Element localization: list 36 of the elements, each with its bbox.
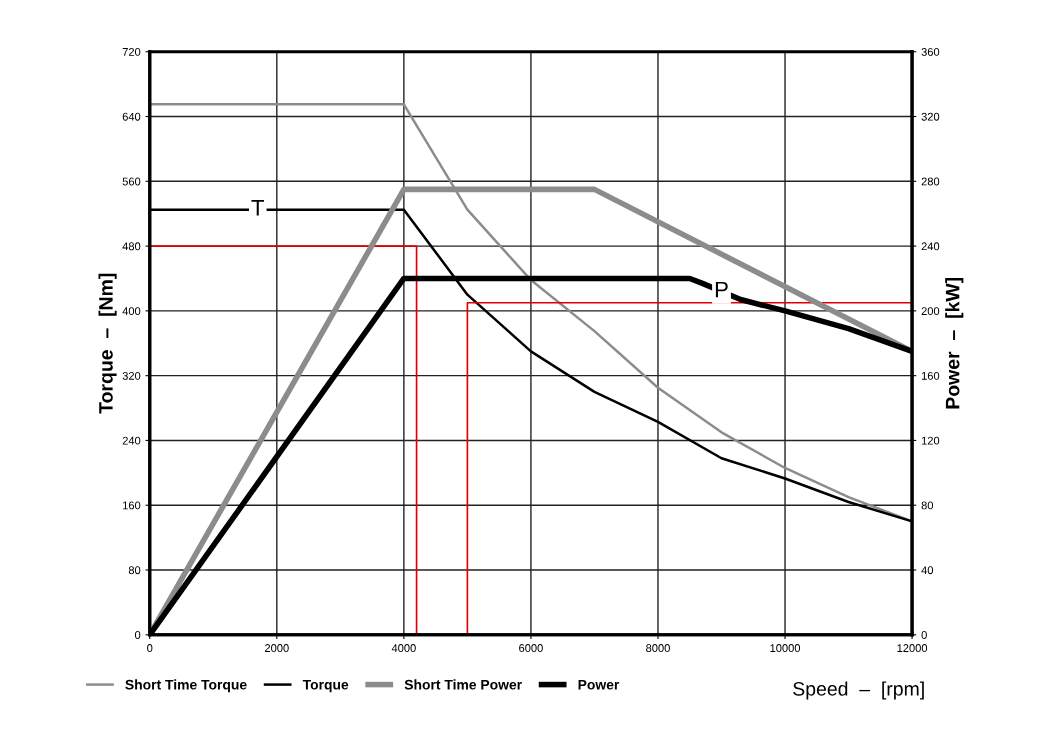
x-tick-label: 10000 — [770, 644, 801, 652]
x-tick-label: 6000 — [519, 644, 543, 652]
x-tick-label: 4000 — [391, 644, 416, 652]
y-tick-label: 720 — [122, 48, 141, 56]
y2-tick-label: 80 — [921, 501, 934, 510]
y-tick-label: 0 — [134, 631, 141, 639]
y2-tick-label: 0 — [921, 631, 927, 639]
x-tick-label: 0 — [147, 644, 153, 652]
y-tick-label: 400 — [122, 307, 141, 316]
y2-tick-label: 280 — [921, 177, 940, 186]
y2-tick-label: 360 — [921, 48, 940, 56]
annotation: P — [715, 281, 728, 298]
y-tick-label: 480 — [122, 242, 141, 251]
y2-axis-title: Power – [kW] — [945, 277, 964, 409]
legend-label: Short Time Torque — [125, 679, 247, 693]
y2-tick-label: 120 — [921, 436, 940, 445]
x-axis-title: Speed – [rpm] — [793, 681, 924, 700]
legend-label: Short Time Power — [404, 679, 522, 690]
x-tick-label: 8000 — [646, 644, 670, 652]
y-tick-label: 240 — [122, 436, 141, 445]
y2-tick-label: 160 — [921, 371, 940, 380]
x-tick-label: 2000 — [265, 644, 289, 652]
y2-tick-label: 240 — [921, 242, 940, 251]
y2-tick-label: 200 — [921, 307, 940, 316]
y2-tick-label: 40 — [921, 566, 934, 575]
y-tick-label: 80 — [128, 566, 141, 575]
legend-label: Torque — [302, 679, 349, 693]
x-tick-label: 12000 — [897, 644, 928, 652]
y2-tick-label: 320 — [921, 112, 940, 121]
annotation: T — [251, 200, 265, 216]
y-axis-title: Torque – [Nm] — [98, 273, 117, 414]
y-tick-label: 320 — [122, 371, 141, 380]
y-tick-label: 640 — [122, 112, 141, 121]
y-tick-label: 160 — [123, 501, 141, 510]
legend-label: Power — [578, 679, 620, 690]
y-tick-label: 560 — [122, 177, 141, 186]
